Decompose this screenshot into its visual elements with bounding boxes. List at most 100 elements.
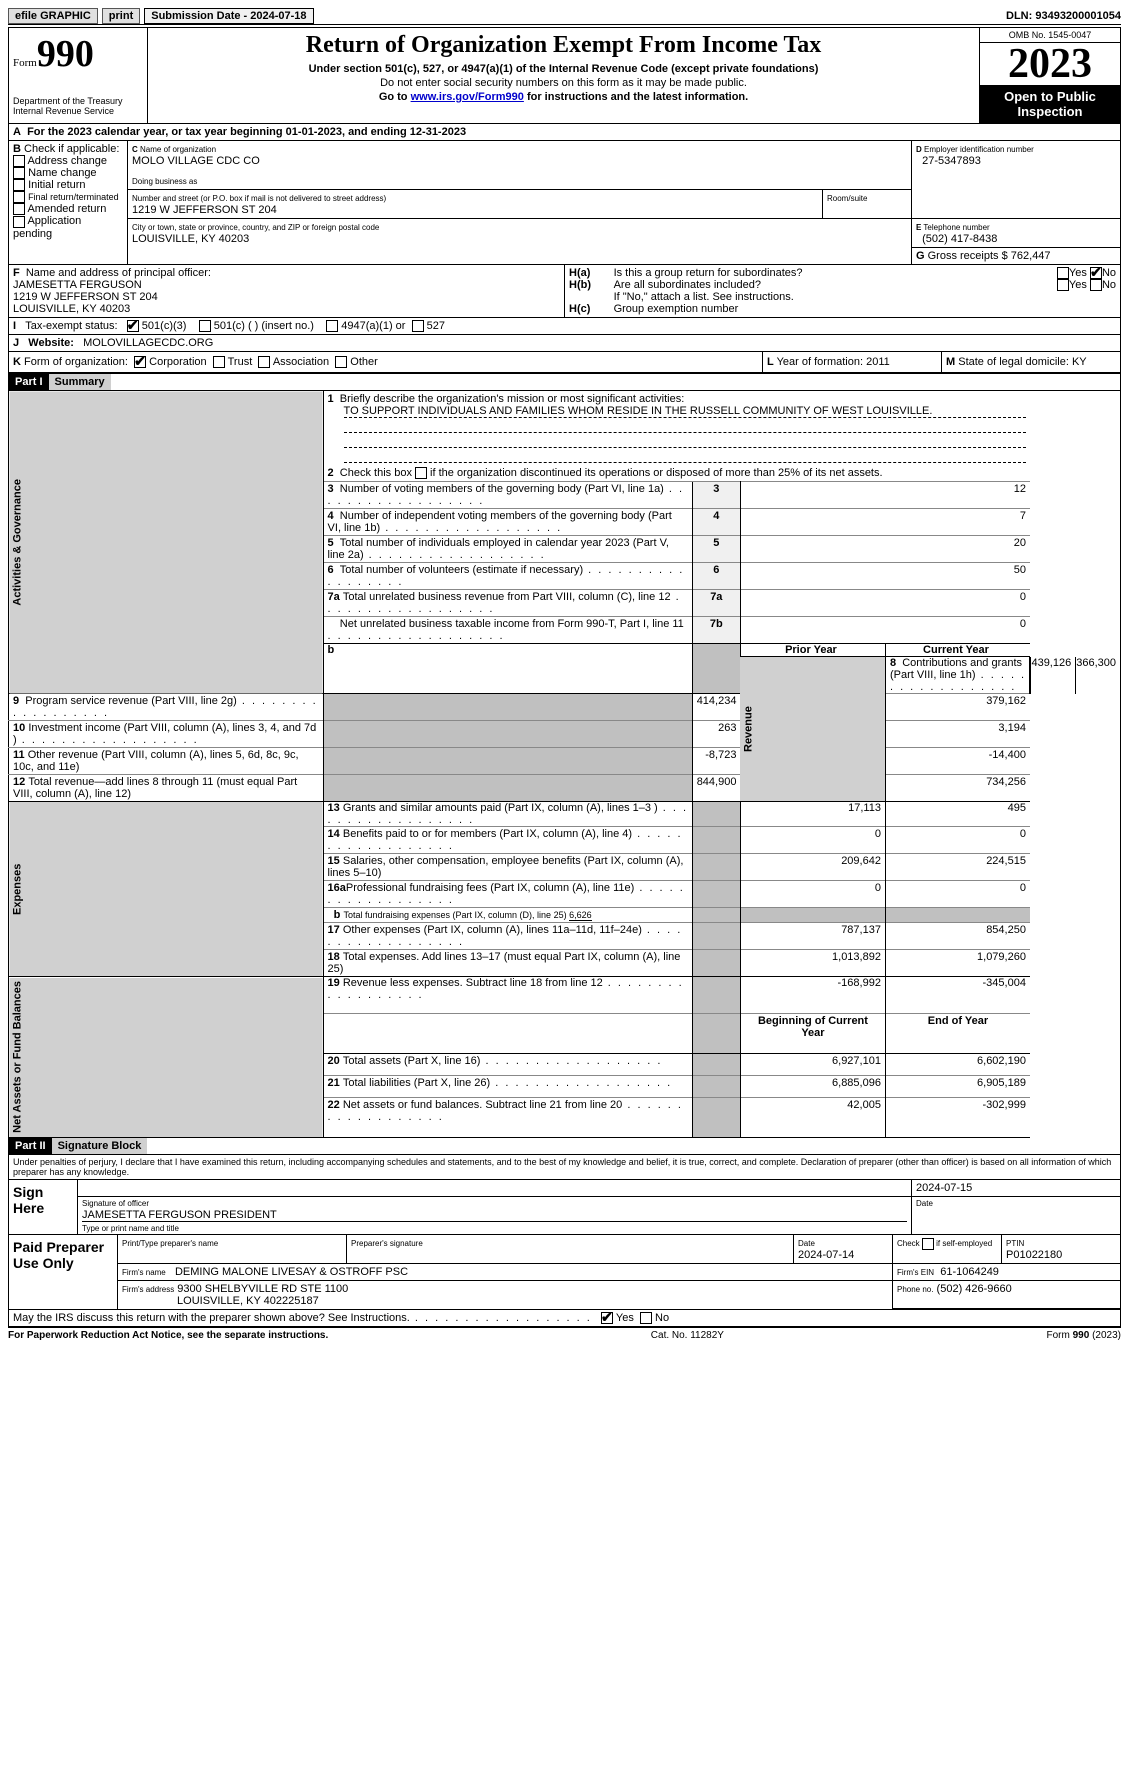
501c-checkbox[interactable] <box>199 320 211 332</box>
print-button[interactable]: print <box>102 8 140 24</box>
l6-label: Total number of volunteers (estimate if … <box>340 564 583 576</box>
l21-label: Total liabilities (Part X, line 26) <box>343 1077 490 1089</box>
l4-value: 7 <box>740 509 1030 536</box>
officer-name: JAMESETTA FERGUSON <box>13 279 142 291</box>
dba-label: Doing business as <box>132 177 197 186</box>
l15-current: 224,515 <box>885 854 1030 881</box>
l19-label: Revenue less expenses. Subtract line 18 … <box>343 977 603 989</box>
l13-current: 495 <box>885 802 1030 827</box>
527-checkbox[interactable] <box>412 320 424 332</box>
trust-checkbox[interactable] <box>213 356 225 368</box>
prep-sig-label: Preparer's signature <box>351 1239 423 1248</box>
l19-prior: -168,992 <box>740 977 885 1014</box>
footer-catno: Cat. No. 11282Y <box>651 1330 724 1341</box>
l16b-label: Total fundraising expenses (Part IX, col… <box>343 910 569 920</box>
ein-label: Employer identification number <box>924 145 1034 154</box>
l2-checkbox[interactable] <box>415 467 427 479</box>
501c3-checkbox[interactable] <box>127 320 139 332</box>
section-governance: Activities & Governance <box>9 391 324 694</box>
form-subtitle: Under section 501(c), 527, or 4947(a)(1)… <box>152 63 975 75</box>
l6-value: 50 <box>740 563 1030 590</box>
app-pending-checkbox[interactable] <box>13 216 25 228</box>
l20-current: 6,602,190 <box>885 1054 1030 1076</box>
form-number: Form990 <box>13 32 143 76</box>
other-checkbox[interactable] <box>335 356 347 368</box>
firm-name-label: Firm's name <box>122 1268 166 1277</box>
ha-no-checkbox[interactable] <box>1090 267 1102 279</box>
l14-prior: 0 <box>740 827 885 854</box>
assoc-checkbox[interactable] <box>258 356 270 368</box>
4947-checkbox[interactable] <box>326 320 338 332</box>
hb-no-checkbox[interactable] <box>1090 279 1102 291</box>
l16a-prior: 0 <box>740 881 885 908</box>
self-emp-checkbox[interactable] <box>922 1238 934 1250</box>
discuss-yes-checkbox[interactable] <box>601 1312 613 1324</box>
city-label: City or town, state or province, country… <box>132 223 379 232</box>
hb-yes-checkbox[interactable] <box>1057 279 1069 291</box>
initial-return-checkbox[interactable] <box>13 179 25 191</box>
l15-prior: 209,642 <box>740 854 885 881</box>
l13-label: Grants and similar amounts paid (Part IX… <box>343 802 658 814</box>
l15-label: Salaries, other compensation, employee b… <box>328 855 684 879</box>
gross-receipts-value: 762,447 <box>1011 250 1051 262</box>
final-return-checkbox[interactable] <box>13 191 25 203</box>
ssn-warning: Do not enter social security numbers on … <box>152 77 975 89</box>
submission-date: Submission Date - 2024-07-18 <box>144 8 313 24</box>
l3-label: Number of voting members of the governin… <box>340 483 664 495</box>
l3-value: 12 <box>740 482 1030 509</box>
l21-current: 6,905,189 <box>885 1076 1030 1098</box>
l22-prior: 42,005 <box>740 1098 885 1138</box>
irs-link[interactable]: www.irs.gov/Form990 <box>411 91 524 103</box>
firm-phone: (502) 426-9660 <box>937 1283 1012 1295</box>
goto-line: Go to www.irs.gov/Form990 for instructio… <box>152 91 975 103</box>
discuss-no-checkbox[interactable] <box>640 1312 652 1324</box>
irs-label: Internal Revenue Service <box>13 106 143 116</box>
street-value: 1219 W JEFFERSON ST 204 <box>132 204 277 216</box>
page-footer: For Paperwork Reduction Act Notice, see … <box>8 1330 1121 1341</box>
corp-checkbox[interactable] <box>134 356 146 368</box>
ein-value: 27-5347893 <box>922 155 981 167</box>
section-net-assets: Net Assets or Fund Balances <box>9 977 324 1138</box>
type-name-label: Type or print name and title <box>82 1224 179 1233</box>
street-label: Number and street (or P.O. box if mail i… <box>132 194 386 203</box>
firm-ein-label: Firm's EIN <box>897 1268 934 1277</box>
check-applicable-label: Check if applicable: <box>24 143 119 155</box>
l20-label: Total assets (Part X, line 16) <box>343 1055 481 1067</box>
date-label: Date <box>916 1199 933 1208</box>
l20-prior: 6,927,101 <box>740 1054 885 1076</box>
addr-change-checkbox[interactable] <box>13 155 25 167</box>
l19-current: -345,004 <box>885 977 1030 1014</box>
domicile-value: KY <box>1072 356 1087 368</box>
current-year-header: Current Year <box>885 644 1030 657</box>
phone-value: (502) 417-8438 <box>922 233 997 245</box>
city-value: LOUISVILLE, KY 40203 <box>132 233 249 245</box>
room-label: Room/suite <box>827 194 867 203</box>
l17-prior: 787,137 <box>740 923 885 950</box>
l1-label: Briefly describe the organization's miss… <box>340 393 684 405</box>
l11-label: Other revenue (Part VIII, column (A), li… <box>13 749 299 773</box>
l16a-label: Professional fundraising fees (Part IX, … <box>346 882 634 894</box>
ha-yes-checkbox[interactable] <box>1057 267 1069 279</box>
l2-text: Check this box if the organization disco… <box>340 467 883 479</box>
l18-label: Total expenses. Add lines 13–17 (must eq… <box>328 951 681 975</box>
sig-officer-label: Signature of officer <box>82 1199 149 1208</box>
l7b-value: 0 <box>740 617 1030 644</box>
firm-addr-label: Firm's address <box>122 1285 174 1294</box>
firm-ein: 61-1064249 <box>940 1266 999 1278</box>
l18-prior: 1,013,892 <box>740 950 885 977</box>
l5-value: 20 <box>740 536 1030 563</box>
gross-receipts-label: Gross receipts $ <box>928 250 1008 262</box>
officer-block: F Name and address of principal officer:… <box>8 265 1121 318</box>
org-name: MOLO VILLAGE CDC CO <box>132 155 260 167</box>
l8-current: 366,300 <box>1076 657 1121 694</box>
year-formation-value: 2011 <box>866 356 890 368</box>
l18-current: 1,079,260 <box>885 950 1030 977</box>
efile-button[interactable]: efile GRAPHIC <box>8 8 98 24</box>
amended-checkbox[interactable] <box>13 203 25 215</box>
ha-label: Is this a group return for subordinates? <box>614 267 997 279</box>
org-name-label: Name of organization <box>140 145 216 154</box>
paid-preparer-label: Paid Preparer Use Only <box>9 1235 118 1310</box>
name-change-checkbox[interactable] <box>13 167 25 179</box>
l7b-label: Net unrelated business taxable income fr… <box>340 618 684 630</box>
l17-current: 854,250 <box>885 923 1030 950</box>
